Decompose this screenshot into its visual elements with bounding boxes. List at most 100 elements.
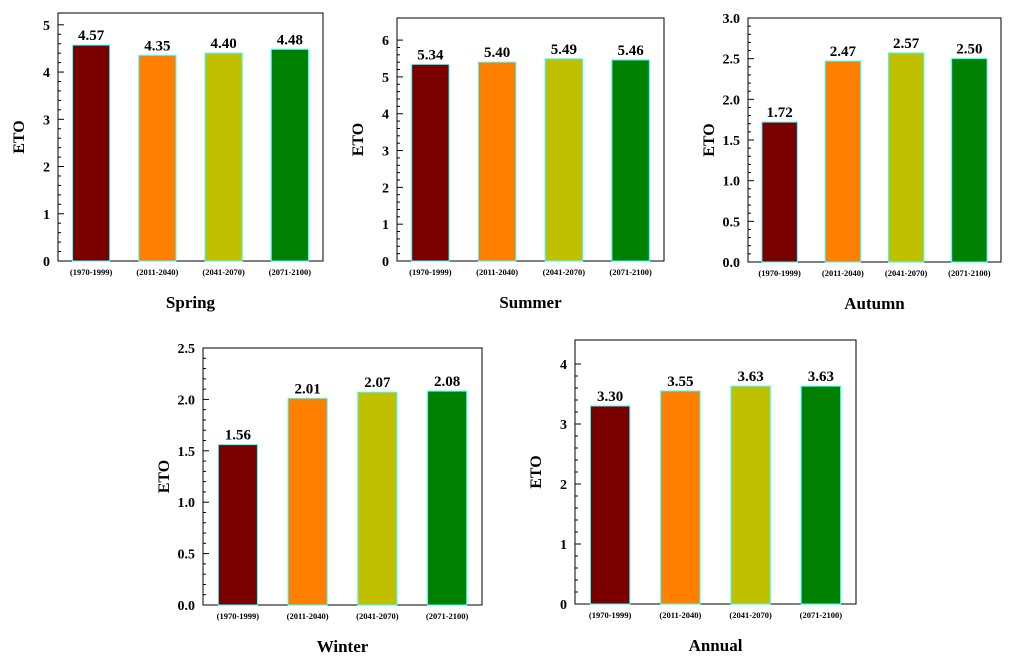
- y-tick-label: 1.5: [178, 445, 196, 460]
- bar-winter-4: [427, 390, 468, 606]
- x-tick-label: (2011-2040): [287, 611, 329, 621]
- chart-summer: 0 1 2 3 4 5 6 ETO 5.34 (1970-1999) 5.40 (2011-2040)…: [350, 17, 665, 312]
- x-tick-label: (2041-2070): [885, 268, 928, 278]
- y-axis-label: ETO: [11, 120, 28, 154]
- bar-summer-4: [611, 59, 650, 262]
- y-tick-label: 2.0: [178, 393, 196, 408]
- y-tick-label: 2.0: [723, 93, 741, 108]
- data-label: 4.35: [144, 39, 170, 55]
- y-tick-label: 2.5: [723, 53, 741, 68]
- bar-summer-3: [544, 58, 584, 262]
- data-label: 2.07: [364, 375, 391, 391]
- plot-frame: [202, 347, 483, 606]
- y-tick-label: 1.5: [723, 134, 741, 149]
- bar-winter-2: [287, 397, 328, 606]
- bar-winter-1: [217, 444, 258, 606]
- y-axis-label: ETO: [528, 455, 545, 489]
- y-tick-label: 6: [382, 34, 389, 49]
- y-tick-label: 0.0: [723, 256, 741, 271]
- x-tick-label: (2011-2040): [659, 610, 701, 620]
- bar-spring-3: [204, 52, 243, 262]
- bar-annual-2: [660, 390, 701, 605]
- x-tick-label: (2011-2040): [136, 267, 178, 277]
- bar-autumn-2: [824, 60, 862, 263]
- y-tick-label: 5: [382, 71, 389, 86]
- x-tick-label: (2071-2100): [426, 611, 469, 621]
- y-tick-label: 4: [560, 358, 567, 373]
- chart-autumn: 0.0 0.5 1.0 1.5 2.0 2.5 3.0 ETO 1.72 (1970-1999) 2…: [701, 12, 1002, 313]
- y-tick-label: 1: [43, 208, 50, 223]
- data-label: 2.01: [295, 381, 321, 397]
- x-tick-label: (1970-1999): [589, 610, 632, 620]
- y-tick-label: 0.5: [723, 215, 741, 230]
- bar-spring-4: [270, 48, 309, 262]
- y-tick-label: 0.5: [178, 548, 196, 563]
- bar-spring-2: [138, 55, 177, 262]
- data-label: 4.57: [78, 28, 105, 44]
- x-tick-label: (1970-1999): [409, 267, 452, 277]
- data-label: 1.56: [225, 428, 252, 444]
- x-tick-label: (2041-2070): [729, 610, 772, 620]
- y-tick-label: 2.5: [178, 342, 196, 357]
- data-label: 2.08: [434, 374, 460, 390]
- bar-autumn-1: [761, 121, 798, 263]
- y-tick-label: 3: [560, 418, 567, 433]
- x-tick-label: (2011-2040): [822, 268, 864, 278]
- y-tick-label: 1.0: [178, 496, 196, 511]
- bar-winter-3: [357, 391, 398, 606]
- bar-annual-4: [800, 385, 842, 605]
- chart-title: Autumn: [844, 294, 905, 313]
- y-tick-label: 4: [382, 108, 389, 123]
- data-label: 4.48: [277, 32, 303, 48]
- data-label: 2.47: [830, 44, 857, 60]
- data-label: 2.50: [956, 42, 982, 58]
- data-label: 3.63: [808, 369, 834, 385]
- x-tick-label: (2071-2100): [269, 267, 312, 277]
- plot-frame: [396, 17, 665, 262]
- data-label: 5.49: [551, 42, 577, 58]
- data-label: 3.30: [597, 389, 623, 405]
- x-tick-label: (2011-2040): [476, 267, 518, 277]
- chart-annual: 0 1 2 3 4 ETO 3.30 (1970-1999) 3.55 (2011-2040) 3.…: [528, 339, 857, 655]
- data-label: 3.55: [667, 374, 693, 390]
- data-label: 3.63: [738, 369, 764, 385]
- bar-autumn-3: [887, 52, 925, 263]
- y-tick-label: 1: [382, 218, 389, 233]
- data-label: 5.46: [618, 43, 645, 59]
- bar-spring-1: [72, 44, 111, 262]
- y-tick-label: 0: [43, 255, 50, 270]
- x-tick-label: (2041-2070): [356, 611, 399, 621]
- x-tick-label: (2071-2100): [948, 268, 991, 278]
- y-tick-label: 1: [560, 538, 567, 553]
- y-tick-label: 3: [43, 113, 50, 128]
- bar-annual-3: [730, 385, 771, 605]
- chart-spring: 0 1 2 3 4 5 ETO 4.57 (1970-1999) 4.35 (2011-2040) 4…: [11, 12, 324, 312]
- bar-autumn-4: [951, 58, 988, 263]
- y-tick-label: 2: [382, 181, 389, 196]
- chart-title: Spring: [166, 293, 216, 312]
- data-label: 5.40: [484, 45, 510, 61]
- chart-title: Annual: [689, 636, 743, 655]
- chart-title: Summer: [499, 293, 562, 312]
- data-label: 1.72: [767, 105, 793, 121]
- y-tick-label: 2: [560, 478, 567, 493]
- y-tick-label: 3.0: [723, 12, 741, 27]
- y-tick-label: 2: [43, 161, 50, 176]
- chart-title: Winter: [317, 637, 369, 656]
- data-label: 5.34: [417, 47, 444, 63]
- x-tick-label: (1970-1999): [758, 268, 801, 278]
- bar-annual-1: [589, 405, 631, 605]
- data-label: 2.57: [893, 36, 920, 52]
- y-tick-label: 0: [382, 255, 389, 270]
- x-tick-label: (2071-2100): [800, 610, 843, 620]
- x-tick-label: (2041-2070): [202, 267, 245, 277]
- data-label: 4.40: [211, 36, 237, 52]
- x-tick-label: (1970-1999): [70, 267, 113, 277]
- x-tick-label: (2041-2070): [543, 267, 586, 277]
- y-tick-label: 3: [382, 145, 389, 160]
- chart-winter: 0.0 0.5 1.0 1.5 2.0 2.5 ETO 1.56 (1970-1999) 2.01…: [156, 342, 483, 656]
- plot-frame: [57, 12, 324, 262]
- y-axis-label: ETO: [156, 460, 173, 494]
- y-tick-label: 0.0: [178, 599, 196, 614]
